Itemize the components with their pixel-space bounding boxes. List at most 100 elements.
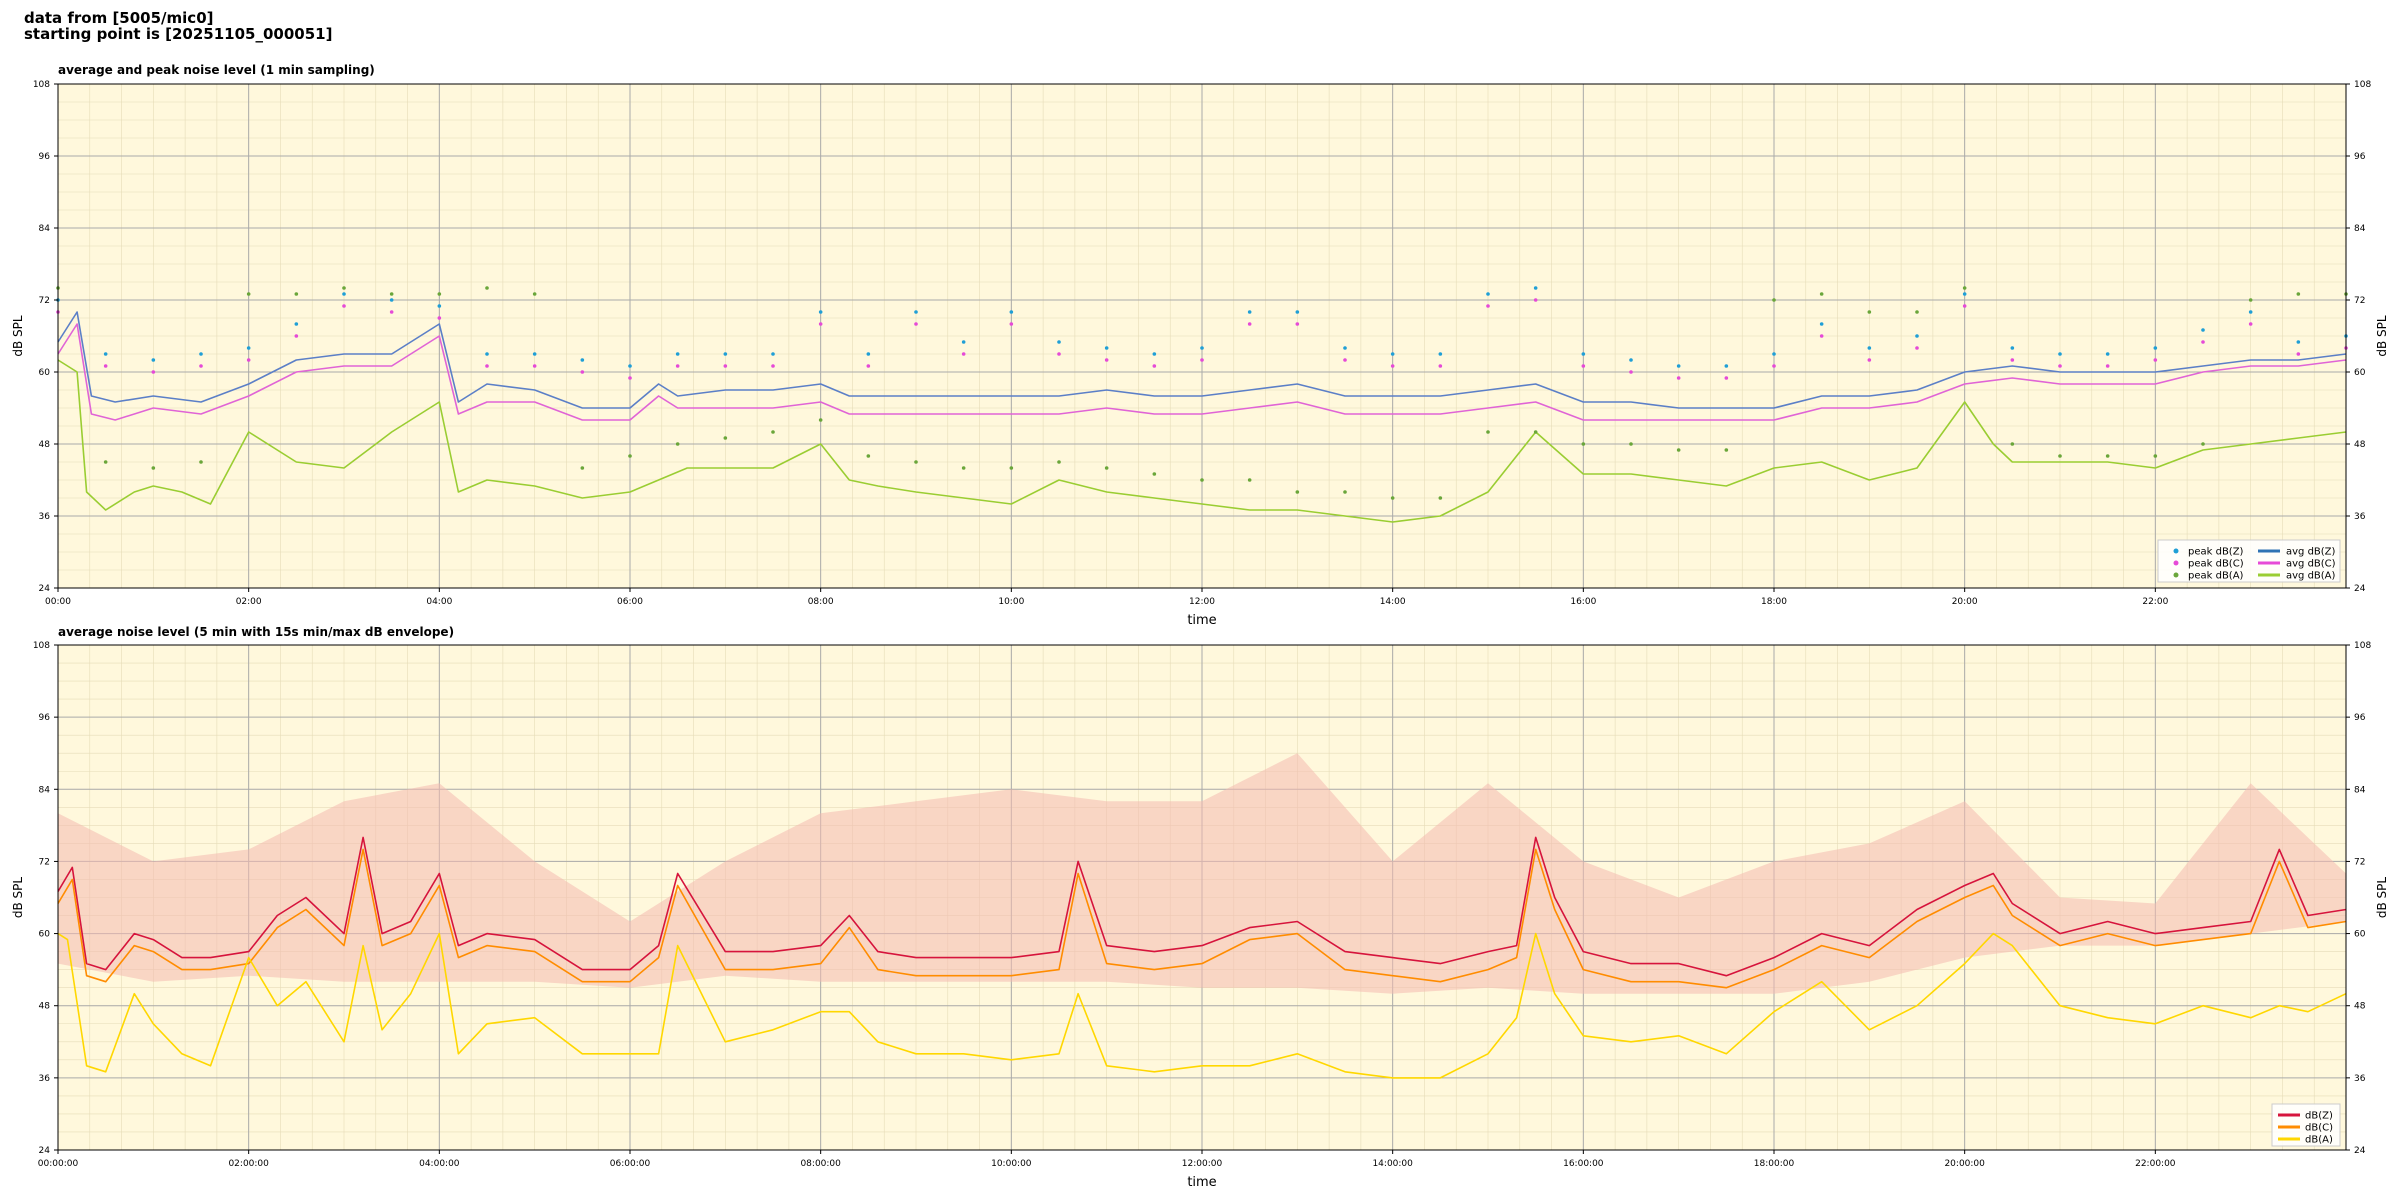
- data-point-peak-db-z-: [532, 352, 537, 356]
- data-point-peak-db-c-: [2058, 364, 2062, 368]
- data-point-peak-db-a-: [1962, 286, 1967, 290]
- data-point-peak-db-c-: [1486, 304, 1490, 308]
- data-point-peak-db-z-: [1772, 352, 1776, 356]
- data-point-peak-db-c-: [1724, 376, 1729, 380]
- data-point-peak-db-a-: [1152, 472, 1157, 476]
- y-axis-label-right: dB SPL: [2375, 315, 2389, 357]
- x-tick-label: 06:00:00: [610, 1159, 651, 1169]
- data-point-peak-db-a-: [1200, 478, 1204, 482]
- y-tick-label: 72: [39, 857, 50, 867]
- x-axis-label: time: [1187, 613, 1216, 628]
- data-point-peak-db-a-: [2153, 454, 2158, 458]
- data-point-peak-db-a-: [675, 442, 680, 446]
- data-point-peak-db-z-: [771, 352, 775, 356]
- y-axis-label: dB SPL: [11, 315, 25, 357]
- y-tick-label: 72: [39, 296, 50, 306]
- chart-panel-2: 24 24 36 36 48 48 60 60 72 72 84 84 96 96 108 108 00:00:…: [11, 625, 2389, 1190]
- data-point-peak-db-z-: [628, 364, 632, 368]
- data-point-peak-db-c-: [628, 376, 632, 380]
- legend-label: dB(Z): [2305, 1111, 2333, 1122]
- data-point-peak-db-c-: [1581, 364, 1586, 368]
- x-tick-label: 16:00:00: [1563, 1159, 1604, 1169]
- series-line-db-z-: [57, 836, 2347, 977]
- data-point-peak-db-c-: [199, 364, 203, 368]
- data-point-peak-db-c-: [2105, 364, 2110, 368]
- data-point-peak-db-c-: [2201, 340, 2205, 344]
- data-point-peak-db-z-: [1486, 292, 1490, 296]
- data-point-peak-db-z-: [2010, 346, 2015, 350]
- data-point-peak-db-c-: [532, 364, 537, 368]
- data-point-peak-db-z-: [246, 346, 251, 350]
- data-point-peak-db-a-: [961, 466, 966, 470]
- y-tick-label-right: 84: [2354, 785, 2366, 795]
- data-point-peak-db-a-: [294, 292, 299, 296]
- data-point-peak-db-z-: [151, 358, 156, 362]
- legend-label: peak dB(Z): [2188, 547, 2244, 558]
- data-point-peak-db-a-: [532, 292, 537, 296]
- x-tick-label: 16:00: [1570, 597, 1596, 607]
- data-point-peak-db-c-: [389, 310, 394, 314]
- data-point-peak-db-c-: [1104, 358, 1109, 362]
- data-point-peak-db-c-: [246, 358, 251, 362]
- y-tick-label-right: 36: [2354, 1074, 2366, 1084]
- data-point-peak-db-z-: [1867, 346, 1872, 350]
- x-tick-label: 10:00:00: [991, 1159, 1032, 1169]
- y-tick-label: 60: [39, 930, 51, 940]
- x-tick-label: 08:00: [808, 597, 834, 607]
- legend-box: [2271, 1103, 2341, 1147]
- data-point-peak-db-z-: [1629, 358, 1633, 362]
- data-point-peak-db-c-: [1057, 352, 1061, 356]
- data-point-peak-db-c-: [1438, 364, 1443, 368]
- y-tick-label-right: 96: [2354, 713, 2366, 723]
- data-point-peak-db-a-: [723, 436, 728, 440]
- x-tick-label: 10:00: [998, 597, 1024, 607]
- data-point-peak-db-a-: [437, 292, 442, 296]
- legend-label: avg dB(A): [2286, 571, 2336, 582]
- data-point-peak-db-c-: [1152, 364, 1157, 368]
- legend-label: peak dB(A): [2188, 571, 2244, 582]
- y-tick-label-right: 60: [2354, 930, 2366, 940]
- data-point-peak-db-z-: [2105, 352, 2110, 356]
- data-point-peak-db-c-: [2296, 352, 2301, 356]
- y-tick-label-right: 96: [2354, 152, 2366, 162]
- y-tick-label-right: 48: [2354, 1002, 2366, 1012]
- x-tick-label: 00:00: [45, 597, 71, 607]
- data-point-peak-db-a-: [2201, 442, 2205, 446]
- data-point-peak-db-a-: [628, 454, 632, 458]
- series-line-db-a-: [57, 932, 2347, 1079]
- legend-marker: [2173, 572, 2179, 578]
- chart-panel-1: 24 24 36 36 48 48 60 60 72 72 84 84 96 96 108 108 00:00 0…: [11, 63, 2389, 628]
- data-point-peak-db-a-: [1009, 466, 1014, 470]
- data-point-peak-db-c-: [1772, 364, 1776, 368]
- x-tick-label: 06:00: [617, 597, 643, 607]
- header-line-source: data from [5005/mic0]: [24, 9, 214, 27]
- legend-marker: [2173, 560, 2179, 566]
- chart-title: average noise level (5 min with 15s min/…: [58, 625, 454, 639]
- data-point-peak-db-z-: [199, 352, 203, 356]
- data-point-peak-db-a-: [342, 286, 346, 290]
- data-point-peak-db-a-: [1247, 478, 1252, 482]
- y-tick-label-right: 84: [2354, 224, 2366, 234]
- chart-title: average and peak noise level (1 min samp…: [58, 63, 375, 77]
- data-point-peak-db-z-: [1057, 340, 1061, 344]
- data-point-peak-db-a-: [1819, 292, 1824, 296]
- data-point-peak-db-c-: [723, 364, 728, 368]
- data-point-peak-db-a-: [1676, 448, 1681, 452]
- data-point-peak-db-a-: [1772, 298, 1776, 302]
- y-tick-label-right: 108: [2354, 80, 2371, 90]
- data-point-peak-db-c-: [1533, 298, 1538, 302]
- data-point-peak-db-c-: [1867, 358, 1872, 362]
- data-point-peak-db-a-: [771, 430, 775, 434]
- data-point-peak-db-c-: [2248, 322, 2253, 326]
- data-point-peak-db-c-: [2153, 358, 2158, 362]
- legend-box: [2157, 539, 2341, 583]
- series-line-avg-db-z-: [57, 311, 2347, 409]
- chart-header: data from [5005/mic0] starting point is …: [24, 10, 332, 42]
- y-tick-label-right: 24: [2354, 584, 2366, 594]
- legend-marker: [2173, 548, 2179, 554]
- data-point-peak-db-z-: [2153, 346, 2158, 350]
- y-tick-label-right: 72: [2354, 857, 2365, 867]
- y-tick-label: 48: [39, 1002, 51, 1012]
- x-tick-label: 14:00: [1380, 597, 1406, 607]
